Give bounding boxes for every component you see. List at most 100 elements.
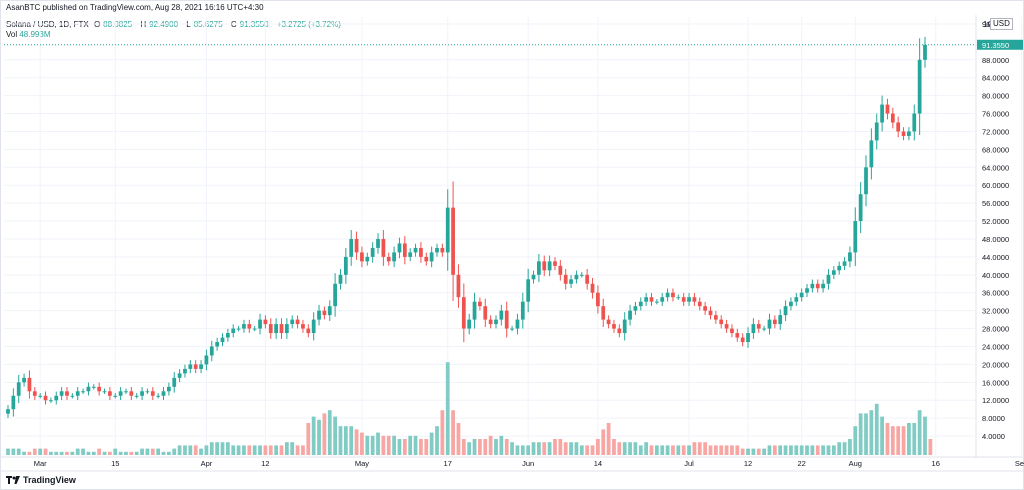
- change-value: +3.2725 (+3.72%): [276, 20, 341, 29]
- volume-bar: [268, 445, 273, 455]
- candle-body: [713, 315, 718, 320]
- volume-bar: [263, 445, 268, 455]
- volume-bar: [665, 445, 670, 455]
- candle-body: [783, 306, 788, 316]
- candle-body: [574, 274, 579, 280]
- high-value: H 92.4900: [140, 20, 179, 29]
- candle-body: [306, 328, 311, 334]
- volume-bar: [467, 442, 472, 455]
- candle-body: [124, 391, 128, 393]
- volume-bar: [585, 445, 590, 455]
- volume-bar: [692, 442, 697, 455]
- y-tick-label: 24.0000: [982, 342, 1009, 351]
- volume-bar: [853, 426, 858, 455]
- volume-bar: [504, 439, 509, 455]
- candle-body: [558, 265, 563, 275]
- volume-bar: [65, 451, 69, 455]
- candle-body: [86, 386, 91, 392]
- volume-bar: [199, 448, 203, 455]
- candle-body: [295, 319, 300, 325]
- candle-body: [692, 297, 697, 302]
- volume-bar: [553, 439, 557, 455]
- y-tick-label: 60.0000: [982, 181, 1009, 190]
- volume-bar: [537, 442, 541, 455]
- volume-bar: [392, 435, 396, 455]
- candle-body: [767, 319, 772, 329]
- close-value: C 91.3550: [230, 20, 269, 29]
- candle-body: [268, 324, 273, 334]
- candle-body: [917, 59, 922, 114]
- x-tick-label: 17: [444, 459, 452, 468]
- volume-bar: [247, 445, 252, 455]
- volume-bar: [236, 445, 241, 455]
- x-tick-label: Mar: [34, 459, 47, 468]
- volume-label: Vol: [6, 30, 18, 39]
- candle-body: [478, 301, 482, 307]
- volume-bar: [671, 445, 675, 455]
- y-tick-label: 44.0000: [982, 253, 1009, 262]
- candle-body: [622, 319, 627, 334]
- candle-body: [596, 292, 600, 307]
- volume-bar: [880, 416, 884, 455]
- volume-bar: [97, 448, 102, 455]
- volume-bar: [75, 448, 80, 455]
- candle-body: [740, 337, 745, 343]
- candle-body: [649, 297, 654, 302]
- volume-bar: [762, 448, 766, 455]
- volume-bar: [451, 410, 455, 455]
- volume-bar: [317, 419, 321, 455]
- candle-body: [628, 310, 632, 320]
- volume-bar: [606, 423, 611, 455]
- symbol-name[interactable]: Solana / USD, 1D, FTX: [6, 20, 89, 29]
- volume-bar: [837, 442, 842, 455]
- volume-bar: [435, 426, 439, 455]
- x-tick-label: 12: [744, 459, 752, 468]
- candle-body: [199, 364, 203, 369]
- volume-bar: [789, 445, 793, 455]
- volume-bar: [746, 448, 750, 455]
- volume-bar: [912, 423, 917, 455]
- candle-body: [16, 382, 21, 396]
- volume-bar: [874, 403, 879, 455]
- volume-legend: Vol 48.993M: [6, 30, 51, 39]
- candle-body: [167, 386, 171, 392]
- volume-bar: [596, 439, 600, 455]
- volume-bar: [38, 448, 43, 455]
- candle-body: [49, 400, 53, 402]
- candle-body: [408, 252, 413, 257]
- tradingview-brand[interactable]: TradingView: [23, 475, 76, 485]
- candle-body: [81, 391, 85, 393]
- tradingview-logo-icon[interactable]: [6, 476, 20, 484]
- volume-bar: [708, 445, 713, 455]
- volume-bar: [601, 429, 606, 455]
- candle-body: [209, 346, 214, 356]
- volume-bar: [349, 426, 354, 455]
- volume-bar: [542, 442, 547, 455]
- candle-body: [360, 252, 364, 262]
- candle-body: [161, 391, 166, 396]
- volume-bar: [419, 439, 423, 455]
- volume-bar: [638, 445, 643, 455]
- y-tick-label: 48.0000: [982, 235, 1009, 244]
- volume-bar: [697, 442, 702, 455]
- volume-bar: [54, 451, 59, 455]
- volume-bar: [649, 445, 654, 455]
- candle-body: [134, 395, 139, 397]
- y-tick-label: 40.0000: [982, 271, 1009, 280]
- volume-bar: [360, 432, 364, 455]
- y-tick-label: 36.0000: [982, 289, 1009, 298]
- candle-body: [638, 301, 643, 307]
- volume-bar: [569, 442, 573, 455]
- volume-bar: [778, 445, 783, 455]
- candle-body: [483, 306, 488, 320]
- candle-body: [874, 122, 879, 141]
- volume-bar: [402, 439, 407, 455]
- volume-bar: [547, 442, 552, 455]
- volume-bar: [59, 451, 64, 455]
- volume-bar: [22, 451, 26, 455]
- currency-selector[interactable]: USD: [990, 18, 1013, 30]
- candle-body: [54, 395, 59, 401]
- volume-bar: [231, 445, 236, 455]
- candle-body: [810, 283, 815, 289]
